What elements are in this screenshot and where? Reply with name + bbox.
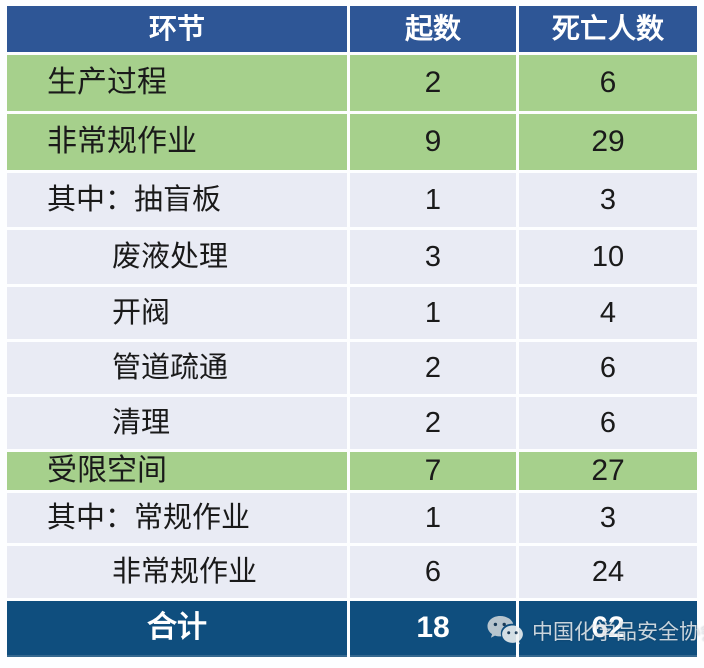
column-header-stage: 环节 bbox=[7, 6, 347, 52]
total-deaths-value: 62 bbox=[519, 601, 697, 657]
table-row-routine-operations: 其中：常规作业 1 3 bbox=[7, 493, 697, 543]
table-row-production-process: 生产过程 2 6 bbox=[7, 55, 697, 111]
table-row-cleaning: 清理 2 6 bbox=[7, 397, 697, 449]
row-label: 其中：常规作业 bbox=[7, 493, 347, 543]
deaths-value: 27 bbox=[519, 452, 697, 490]
deaths-value: 24 bbox=[519, 546, 697, 598]
row-label: 其中：抽盲板 bbox=[7, 173, 347, 227]
deaths-value: 6 bbox=[519, 342, 697, 394]
incidents-value: 1 bbox=[350, 173, 516, 227]
table-row-confined-space: 受限空间 7 27 bbox=[7, 452, 697, 490]
table-row-blind-plate: 其中：抽盲板 1 3 bbox=[7, 173, 697, 227]
incidents-value: 1 bbox=[350, 493, 516, 543]
table-row-nonroutine-confined: 非常规作业 6 24 bbox=[7, 546, 697, 598]
total-incidents-value: 18 bbox=[350, 601, 516, 657]
incidents-value: 1 bbox=[350, 287, 516, 339]
incidents-value: 3 bbox=[350, 230, 516, 284]
row-label: 非常规作业 bbox=[7, 114, 347, 170]
row-label: 废液处理 bbox=[7, 230, 347, 284]
incidents-value: 2 bbox=[350, 55, 516, 111]
deaths-value: 6 bbox=[519, 55, 697, 111]
table-total-row: 合计 18 62 bbox=[7, 601, 697, 657]
table-header-row: 环节 起数 死亡人数 bbox=[7, 6, 697, 52]
row-label: 管道疏通 bbox=[7, 342, 347, 394]
row-label: 生产过程 bbox=[7, 55, 347, 111]
deaths-value: 29 bbox=[519, 114, 697, 170]
table-row-open-valve: 开阀 1 4 bbox=[7, 287, 697, 339]
accident-stats-table: 环节 起数 死亡人数 生产过程 2 6 非常规作业 9 29 其中：抽盲板 1 … bbox=[7, 6, 697, 657]
table-row-nonroutine-operations: 非常规作业 9 29 bbox=[7, 114, 697, 170]
row-label: 非常规作业 bbox=[7, 546, 347, 598]
incidents-value: 9 bbox=[350, 114, 516, 170]
total-label: 合计 bbox=[7, 601, 347, 657]
incidents-value: 6 bbox=[350, 546, 516, 598]
table-row-waste-liquid: 废液处理 3 10 bbox=[7, 230, 697, 284]
column-header-deaths: 死亡人数 bbox=[519, 6, 697, 52]
deaths-value: 3 bbox=[519, 493, 697, 543]
deaths-value: 10 bbox=[519, 230, 697, 284]
deaths-value: 3 bbox=[519, 173, 697, 227]
column-header-incidents: 起数 bbox=[350, 6, 516, 52]
incidents-value: 2 bbox=[350, 397, 516, 449]
row-label: 清理 bbox=[7, 397, 347, 449]
deaths-value: 6 bbox=[519, 397, 697, 449]
incidents-value: 2 bbox=[350, 342, 516, 394]
deaths-value: 4 bbox=[519, 287, 697, 339]
row-label: 受限空间 bbox=[7, 452, 347, 490]
table-row-pipe-dredging: 管道疏通 2 6 bbox=[7, 342, 697, 394]
incidents-value: 7 bbox=[350, 452, 516, 490]
row-label: 开阀 bbox=[7, 287, 347, 339]
